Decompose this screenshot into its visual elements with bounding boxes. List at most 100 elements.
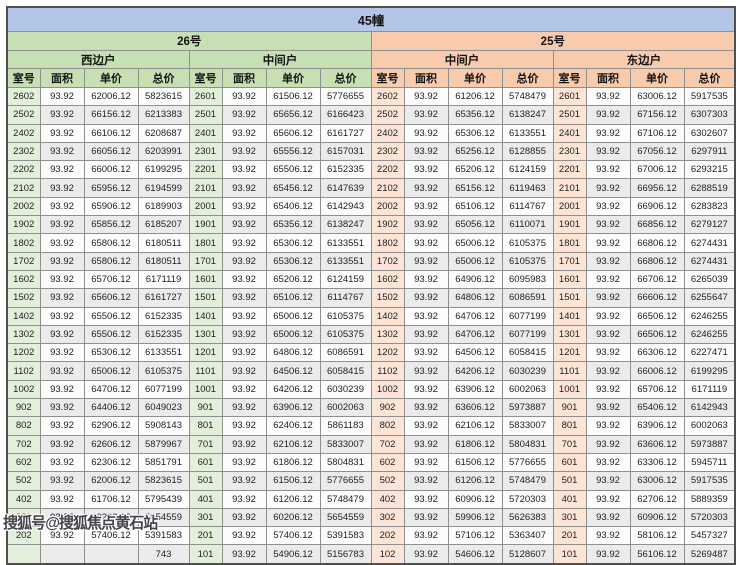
value-cell: 6307303: [683, 105, 736, 125]
room-number-cell: 1601: [552, 269, 587, 290]
value-cell: 64706.12: [83, 379, 139, 400]
table-row: 1902 93.92 65856.12 6185207 1901 93.92 65356.1…: [6, 215, 736, 235]
value-cell: 66706.12: [629, 269, 685, 290]
value-cell: 93.92: [403, 178, 449, 198]
value-cell: 93.92: [221, 288, 267, 308]
value-cell: 64506.12: [265, 361, 321, 381]
room-number-cell: 901: [552, 398, 587, 418]
value-cell: 65006.12: [447, 233, 503, 253]
room-number-cell: 601: [188, 452, 223, 473]
value-cell: 65006.12: [83, 361, 139, 381]
value-cell: 93.92: [585, 343, 631, 363]
room-number-cell: 1702: [6, 251, 41, 271]
value-cell: 66606.12: [629, 288, 685, 308]
value-cell: 6105375: [319, 306, 372, 326]
value-cell: 62406.12: [265, 416, 321, 436]
value-cell: 65406.12: [265, 196, 321, 217]
value-cell: 60206.12: [265, 507, 321, 528]
value-cell: 61706.12: [83, 489, 139, 509]
value-cell: 62306.12: [83, 452, 139, 473]
column-header: 面积: [403, 68, 449, 88]
room-number-cell: 1602: [370, 269, 405, 290]
column-header: 室号: [6, 68, 41, 88]
value-cell: 5269487: [683, 544, 736, 565]
value-cell: 6161727: [137, 288, 190, 308]
value-cell: 63006.12: [629, 471, 685, 491]
value-cell: 93.92: [39, 105, 85, 125]
room-number-cell: 2402: [6, 123, 41, 143]
value-cell: 65506.12: [265, 160, 321, 180]
room-number-cell: 902: [6, 398, 41, 418]
column-header: 室号: [370, 68, 405, 88]
value-cell: 6138247: [319, 215, 372, 235]
room-number-cell: 1301: [188, 324, 223, 345]
value-cell: 93.92: [221, 269, 267, 290]
value-cell: 5833007: [501, 416, 554, 436]
value-cell: 65256.12: [447, 141, 503, 162]
value-cell: 6246255: [683, 324, 736, 345]
room-number-cell: 701: [188, 434, 223, 454]
value-cell: 93.92: [39, 123, 85, 143]
value-cell: 93.92: [221, 434, 267, 454]
value-cell: 93.92: [39, 233, 85, 253]
room-number-cell: 1302: [6, 324, 41, 345]
value-cell: 5804831: [501, 434, 554, 454]
room-number-cell: 2502: [6, 105, 41, 125]
value-cell: 6199295: [137, 160, 190, 180]
room-number-cell: 101: [552, 544, 587, 565]
value-cell: 93.92: [585, 269, 631, 290]
value-cell: 5748479: [501, 471, 554, 491]
value-cell: 65206.12: [447, 160, 503, 180]
value-cell: 93.92: [221, 507, 267, 528]
value-cell: 93.92: [585, 398, 631, 418]
value-cell: 93.92: [403, 526, 449, 546]
value-cell: 93.92: [39, 416, 85, 436]
room-number-cell: 1102: [6, 361, 41, 381]
room-number-cell: 2101: [188, 178, 223, 198]
column-header: 总价: [137, 68, 190, 88]
room-number-cell: 202: [370, 526, 405, 546]
value-cell: 57406.12: [83, 526, 139, 546]
value-cell: 6302607: [683, 123, 736, 143]
value-cell: 65006.12: [265, 306, 321, 326]
room-number-cell: 2002: [370, 196, 405, 217]
value-cell: 61506.12: [265, 471, 321, 491]
room-number-cell: 2401: [552, 123, 587, 143]
value-cell: 65356.12: [265, 215, 321, 235]
room-number-cell: 301: [188, 507, 223, 528]
value-cell: 6142943: [683, 398, 736, 418]
room-number-cell: 201: [188, 526, 223, 546]
value-cell: 6199295: [683, 361, 736, 381]
value-cell: 93.92: [39, 361, 85, 381]
value-cell: 63906.12: [629, 416, 685, 436]
value-cell: 63306.12: [629, 452, 685, 473]
value-cell: 6147639: [319, 178, 372, 198]
value-cell: 6180511: [137, 233, 190, 253]
value-cell: 6293215: [683, 160, 736, 180]
value-cell: 93.92: [403, 452, 449, 473]
room-number-cell: 1201: [552, 343, 587, 363]
value-cell: 93.92: [39, 398, 85, 418]
value-cell: 5391583: [319, 526, 372, 546]
column-header: 单价: [629, 68, 685, 88]
value-cell: 65656.12: [265, 105, 321, 125]
value-cell: 93.92: [403, 434, 449, 454]
value-cell: 93.92: [585, 141, 631, 162]
value-cell: 62606.12: [83, 434, 139, 454]
room-number-cell: 1901: [188, 215, 223, 235]
room-number-cell: 201: [552, 526, 587, 546]
value-cell: 61506.12: [447, 452, 503, 473]
value-cell: 6058415: [501, 343, 554, 363]
value-cell: 93.92: [585, 434, 631, 454]
value-cell: 6138247: [501, 105, 554, 125]
value-cell: 93.92: [403, 251, 449, 271]
room-number-cell: 2001: [188, 196, 223, 217]
value-cell: 93.92: [403, 471, 449, 491]
value-cell: 93.92: [585, 471, 631, 491]
value-cell: 93.92: [39, 251, 85, 271]
value-cell: 6189903: [137, 196, 190, 217]
value-cell: 93.92: [221, 86, 267, 107]
room-number-cell: 2301: [188, 141, 223, 162]
value-cell: 5457327: [683, 526, 736, 546]
room-number-cell: 2602: [6, 86, 41, 107]
